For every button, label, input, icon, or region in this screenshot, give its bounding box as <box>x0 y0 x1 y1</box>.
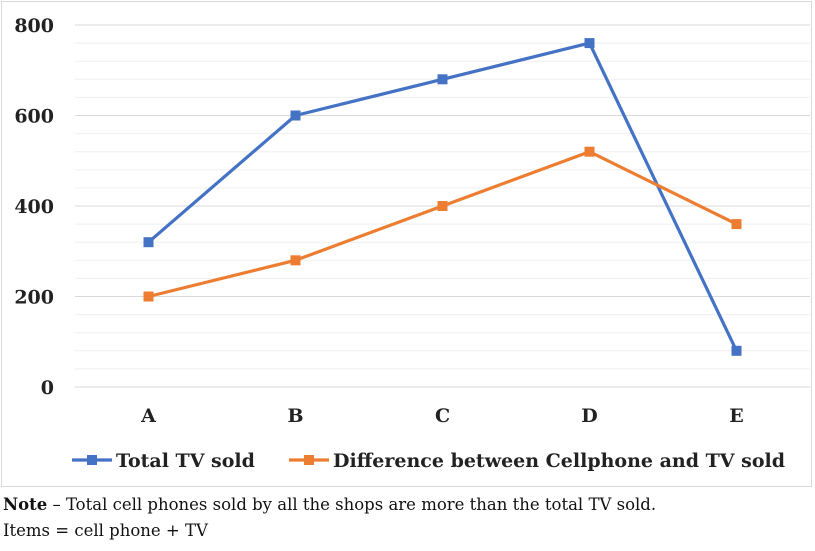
legend-label: Total TV sold <box>116 450 255 472</box>
chart-area <box>1 1 812 487</box>
y-axis-tick-labels: 0 200 400 600 800 <box>14 15 54 399</box>
x-axis-tick-labels: A B C D E <box>140 405 744 427</box>
y-tick-label: 0 <box>41 377 54 399</box>
y-tick-label: 600 <box>14 106 54 128</box>
note-line-2: Items = cell phone + TV <box>3 521 208 540</box>
series-lines <box>143 38 742 356</box>
data-point-marker <box>290 110 301 121</box>
data-point-marker <box>731 345 742 356</box>
note-text: Note – Total cell phones sold by all the… <box>3 492 811 544</box>
series-1 <box>143 38 742 356</box>
data-point-marker <box>731 219 742 230</box>
legend-item: Total TV sold <box>72 450 255 472</box>
x-tick-label: A <box>140 405 156 427</box>
data-point-marker <box>584 146 595 157</box>
y-tick-label: 400 <box>14 196 54 218</box>
data-point-marker <box>584 38 595 49</box>
data-point-marker <box>437 201 448 211</box>
y-tick-label: 800 <box>14 15 54 37</box>
data-point-marker <box>143 237 154 248</box>
series-2 <box>143 146 742 302</box>
y-tick-label: 200 <box>14 287 54 309</box>
legend: Total TV sold Difference between Cellphon… <box>72 450 785 472</box>
legend-marker-swatch <box>87 455 97 465</box>
data-point-marker <box>290 255 301 266</box>
x-tick-label: B <box>287 405 303 427</box>
legend-marker-swatch <box>304 455 314 465</box>
note-body: – Total cell phones sold by all the shop… <box>47 495 657 514</box>
data-point-marker <box>437 74 448 85</box>
x-tick-label: D <box>581 405 597 427</box>
series-line <box>147 41 738 352</box>
line-chart: 0 200 400 600 800 A B C D E Total TV sold Differe… <box>14 15 810 472</box>
legend-label: Difference between Cellphone and TV sold <box>333 450 785 472</box>
x-tick-label: E <box>729 405 743 427</box>
data-point-marker <box>143 291 154 302</box>
note-label: Note <box>3 495 48 514</box>
x-tick-label: C <box>435 405 450 427</box>
legend-item: Difference between Cellphone and TV sold <box>289 450 785 472</box>
